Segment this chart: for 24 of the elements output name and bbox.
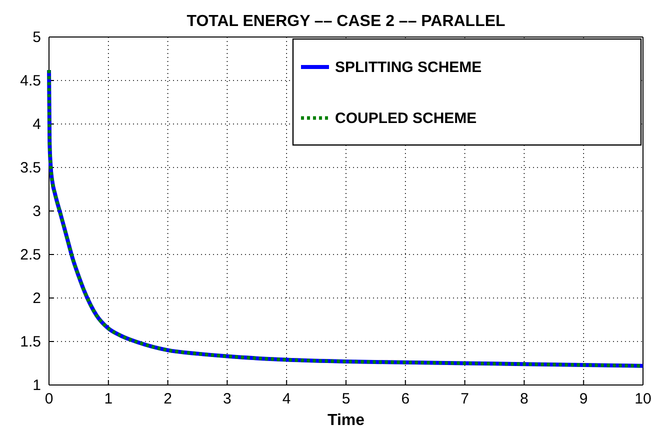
x-tick-label: 1 (104, 390, 113, 408)
y-tick-label: 1 (32, 376, 41, 394)
y-tick-label: 4 (32, 116, 41, 133)
x-tick-label: 8 (520, 390, 528, 408)
y-tick-label: 3.5 (20, 159, 41, 176)
x-tick-label: 4 (282, 390, 291, 408)
y-tick-label: 1.5 (20, 333, 41, 350)
x-tick-label: 0 (44, 390, 54, 408)
legend-label: SPLITTING SCHEME (335, 59, 482, 76)
x-tick-label: 6 (401, 390, 410, 408)
legend-label: COUPLED SCHEME (335, 110, 477, 127)
x-tick-label: 7 (460, 390, 469, 408)
y-tick-label: 4.5 (20, 72, 41, 90)
x-tick-label: 5 (342, 390, 350, 408)
x-tick-label: 3 (223, 390, 232, 408)
y-tick-label: 2.5 (20, 246, 41, 264)
y-tick-label: 5 (32, 28, 41, 46)
x-tick-label: 2 (164, 390, 172, 408)
y-tick-label: 2 (32, 290, 41, 307)
y-tick-label: 3 (32, 202, 41, 220)
x-tick-label: 10 (634, 390, 651, 408)
chart-title: TOTAL ENERGY –– CASE 2 –– PARALLEL (186, 13, 506, 30)
x-axis-title: Time (327, 412, 365, 429)
x-tick-label: 9 (579, 390, 588, 408)
